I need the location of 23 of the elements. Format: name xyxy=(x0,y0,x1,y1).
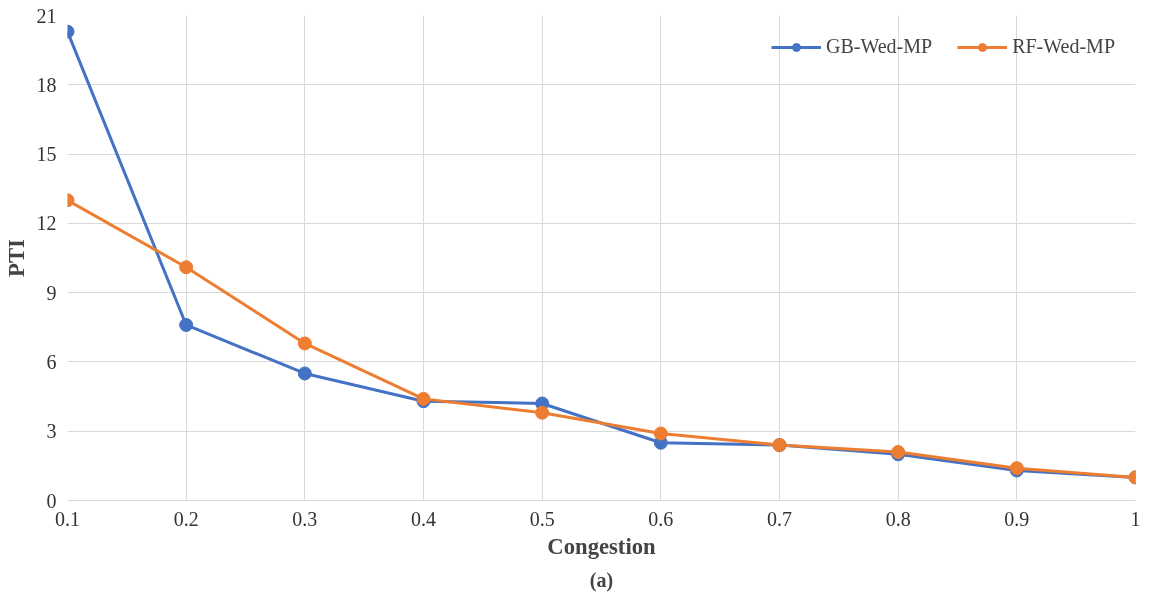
x-tick-label: 0.6 xyxy=(648,507,674,530)
y-tick-label: 12 xyxy=(36,212,57,235)
y-axis-title: PTI xyxy=(3,238,29,277)
x-tick-label: 0.7 xyxy=(767,507,792,530)
x-tick-label: 1 xyxy=(1130,507,1141,530)
legend-label: GB-Wed-MP xyxy=(825,35,933,58)
y-tick-label: 6 xyxy=(46,350,57,373)
x-tick-label: 0.3 xyxy=(292,507,318,530)
y-tick-label: 15 xyxy=(36,143,57,166)
y-tick-label: 18 xyxy=(36,73,57,96)
y-tick-label: 9 xyxy=(46,281,57,304)
x-tick-label: 0.1 xyxy=(55,507,80,530)
legend-label: RF-Wed-MP xyxy=(1012,35,1115,58)
y-tick-label: 0 xyxy=(46,489,57,512)
text: (a) xyxy=(589,568,614,592)
x-tick-label: 0.4 xyxy=(411,507,436,530)
x-tick-label: 0.9 xyxy=(1004,507,1030,530)
x-tick-label: 0.8 xyxy=(885,507,911,530)
x-axis-title: Congestion xyxy=(547,533,657,559)
y-tick-label: 21 xyxy=(36,4,57,27)
x-tick-label: 0.2 xyxy=(173,507,199,530)
x-tick-label: 0.5 xyxy=(529,507,555,530)
y-tick-label: 3 xyxy=(46,420,57,443)
